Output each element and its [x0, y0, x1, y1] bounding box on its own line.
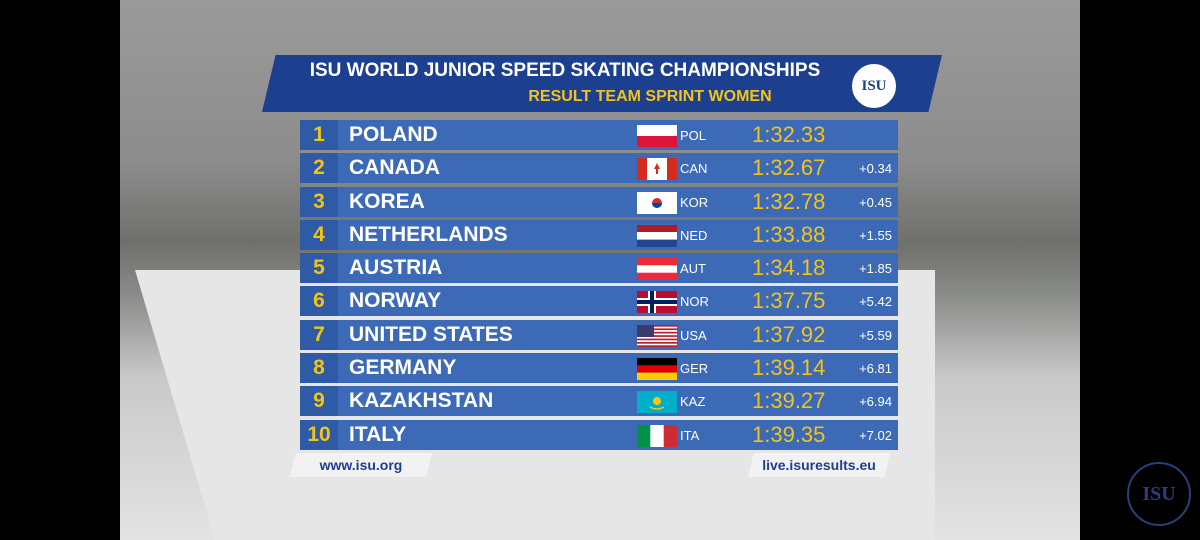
- result-row: 4 NETHERLANDS NED 1:33.88 +1.55: [300, 219, 898, 250]
- flag: [637, 158, 677, 181]
- gap: +6.94: [859, 394, 892, 410]
- country-code: CAN: [680, 161, 708, 177]
- time: 1:39.27: [752, 388, 826, 414]
- country: ITALY: [349, 422, 407, 446]
- gap: +1.55: [859, 227, 892, 243]
- rank: 2: [300, 153, 338, 184]
- time: 1:39.35: [752, 421, 826, 447]
- country-code: GER: [680, 361, 709, 377]
- flag: [637, 224, 677, 247]
- flag: [637, 424, 677, 447]
- watermark: ISU: [1127, 462, 1191, 526]
- flag: [637, 258, 677, 281]
- rank: 5: [300, 253, 338, 284]
- country-code: AUT: [680, 261, 706, 277]
- country: POLAND: [349, 123, 438, 146]
- rank: 3: [300, 186, 338, 217]
- flag: [637, 391, 677, 414]
- country: KAZAKHSTAN: [349, 389, 494, 413]
- gap: +0.34: [859, 161, 892, 177]
- result-row: 10 ITALY ITA 1:39.35 +7.02: [300, 419, 898, 450]
- result-row: 5 AUSTRIA AUT 1:34.18 +1.85: [300, 253, 898, 284]
- title: ISU WORLD JUNIOR SPEED SKATING CHAMPIONS…: [309, 60, 821, 81]
- country-code: POL: [680, 128, 707, 143]
- result-row: 1 POLAND POL 1:32.33: [300, 120, 898, 150]
- country: KOREA: [349, 189, 425, 213]
- results-table: 1 POLAND POL 1:32.33 2 CANADA CAN 1:32.67 +0.34 3…: [300, 120, 898, 450]
- gap: +7.02: [859, 427, 892, 443]
- country: CANADA: [349, 156, 440, 180]
- time: 1:34.18: [752, 255, 826, 281]
- time: 1:32.78: [752, 188, 826, 214]
- gap: +1.85: [859, 261, 892, 277]
- flag: [637, 358, 677, 381]
- country-code: NOR: [680, 294, 709, 310]
- time: 1:32.33: [752, 122, 826, 147]
- time: 1:33.88: [752, 221, 826, 247]
- country-code: KAZ: [680, 394, 706, 410]
- title-banner: [262, 55, 942, 112]
- time: 1:32.67: [752, 155, 826, 181]
- gap: +5.59: [859, 327, 892, 343]
- flag: [637, 125, 677, 147]
- rank: 6: [300, 286, 338, 317]
- footer-left: www.isu.org: [290, 453, 432, 477]
- result-row: 8 GERMANY GER 1:39.14 +6.81: [300, 353, 898, 384]
- gap: +0.45: [859, 194, 892, 210]
- rank: 7: [300, 319, 338, 350]
- country: NORWAY: [349, 289, 442, 313]
- time: 1:39.14: [752, 355, 826, 381]
- flag: [637, 291, 677, 314]
- logo: ISU: [850, 62, 898, 110]
- flag: [637, 191, 677, 214]
- result-row: 2 CANADA CAN 1:32.67 +0.34: [300, 153, 898, 184]
- rank: 9: [300, 386, 338, 417]
- country-code: NED: [680, 227, 708, 243]
- time: 1:37.92: [752, 321, 826, 347]
- flag: [637, 324, 677, 347]
- country: GERMANY: [349, 356, 457, 380]
- country: NETHERLANDS: [349, 222, 508, 246]
- rank: 8: [300, 353, 338, 384]
- result-row: 3 KOREA KOR 1:32.78 +0.45: [300, 186, 898, 217]
- result-row: 6 NORWAY NOR 1:37.75 +5.42: [300, 286, 898, 317]
- rank: 10: [300, 419, 338, 450]
- country-code: ITA: [680, 427, 700, 443]
- rank: 4: [300, 219, 338, 250]
- result-row: 7 UNITED STATES USA 1:37.92 +5.59: [300, 319, 898, 350]
- rank: 1: [300, 120, 338, 150]
- subtitle: RESULT TEAM SPRINT WOMEN: [528, 88, 772, 105]
- time: 1:37.75: [752, 288, 826, 314]
- country: AUSTRIA: [349, 256, 443, 280]
- result-row: 9 KAZAKHSTAN KAZ 1:39.27 +6.94: [300, 386, 898, 417]
- gap: +6.81: [859, 361, 892, 377]
- country-code: KOR: [680, 194, 709, 210]
- country: UNITED STATES: [349, 322, 513, 346]
- country-code: USA: [680, 327, 707, 343]
- footer-right: live.isuresults.eu: [748, 453, 890, 477]
- gap: +5.42: [859, 294, 892, 310]
